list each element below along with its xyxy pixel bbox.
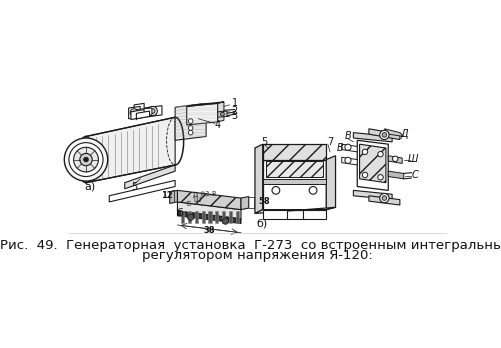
Polygon shape [177, 190, 240, 209]
Circle shape [381, 196, 386, 200]
Polygon shape [86, 117, 175, 183]
Polygon shape [136, 111, 149, 119]
Polygon shape [357, 140, 387, 190]
Text: Д 83.8: Д 83.8 [192, 191, 216, 198]
Polygon shape [262, 209, 287, 219]
Polygon shape [303, 209, 326, 219]
Polygon shape [125, 165, 175, 189]
Polygon shape [368, 196, 399, 205]
Circle shape [381, 133, 386, 137]
Circle shape [188, 130, 192, 135]
Polygon shape [188, 211, 191, 223]
Circle shape [272, 187, 279, 194]
Text: 38: 38 [203, 226, 214, 235]
Text: а): а) [84, 182, 96, 191]
Polygon shape [384, 129, 403, 136]
Polygon shape [235, 211, 238, 223]
Polygon shape [128, 106, 140, 119]
Polygon shape [136, 108, 152, 117]
Polygon shape [208, 211, 211, 223]
Polygon shape [134, 103, 144, 119]
Text: 12: 12 [161, 191, 173, 200]
Text: Рис.  49.  Генераторная  установка  Г-273  со встроенным интегральным: Рис. 49. Генераторная установка Г-273 со… [1, 238, 501, 252]
Circle shape [150, 109, 155, 113]
Circle shape [64, 138, 108, 181]
Polygon shape [217, 111, 226, 117]
Circle shape [69, 143, 103, 176]
Polygon shape [221, 211, 224, 223]
Text: 1: 1 [231, 98, 237, 108]
Polygon shape [177, 202, 240, 219]
Circle shape [187, 214, 193, 220]
Text: В: В [344, 132, 351, 142]
Text: Ш: Ш [192, 196, 200, 203]
Text: 4: 4 [214, 120, 220, 130]
Polygon shape [262, 144, 326, 160]
Polygon shape [341, 144, 357, 152]
Polygon shape [353, 133, 391, 142]
Polygon shape [131, 110, 144, 119]
Circle shape [377, 175, 382, 180]
Circle shape [309, 187, 316, 194]
Polygon shape [240, 197, 248, 209]
Polygon shape [217, 102, 223, 122]
Circle shape [392, 156, 397, 161]
Circle shape [362, 172, 367, 178]
Text: б): б) [256, 219, 267, 229]
Polygon shape [255, 207, 335, 213]
Polygon shape [144, 106, 162, 117]
Circle shape [84, 157, 88, 162]
Text: 58: 58 [259, 197, 270, 206]
Polygon shape [353, 190, 391, 200]
Polygon shape [194, 211, 197, 223]
Polygon shape [368, 129, 399, 140]
Text: Ш: Ш [407, 154, 417, 164]
Circle shape [148, 106, 157, 116]
Polygon shape [359, 144, 385, 183]
Polygon shape [215, 211, 218, 223]
Text: 2: 2 [231, 106, 237, 116]
Polygon shape [265, 161, 323, 176]
Circle shape [188, 119, 192, 124]
Polygon shape [326, 156, 335, 209]
Text: б: б [176, 208, 183, 219]
Polygon shape [177, 211, 240, 223]
Polygon shape [186, 102, 223, 106]
Text: 5: 5 [131, 182, 137, 191]
Circle shape [379, 130, 388, 140]
Polygon shape [262, 179, 326, 184]
Circle shape [132, 111, 135, 114]
Polygon shape [175, 103, 206, 140]
Text: 3: 3 [231, 111, 237, 121]
Circle shape [377, 151, 382, 157]
Polygon shape [186, 103, 217, 125]
Circle shape [74, 147, 98, 172]
Circle shape [222, 218, 228, 224]
Circle shape [344, 157, 350, 164]
Text: В: В [336, 143, 343, 153]
Polygon shape [181, 211, 184, 223]
Polygon shape [341, 157, 357, 165]
Circle shape [362, 149, 367, 155]
Polygon shape [255, 144, 262, 213]
Polygon shape [387, 156, 401, 164]
Text: регулятором напряжения Я-120:: регулятором напряжения Я-120: [142, 249, 372, 262]
Circle shape [188, 126, 192, 130]
Circle shape [379, 193, 388, 203]
Polygon shape [262, 160, 326, 209]
Circle shape [80, 153, 92, 166]
Text: С: С [411, 170, 418, 180]
Polygon shape [169, 190, 177, 204]
Polygon shape [228, 211, 231, 223]
Text: 5: 5 [261, 137, 267, 147]
Text: Б: Б [186, 201, 191, 207]
Text: 7: 7 [326, 137, 333, 147]
Text: Д: Д [399, 129, 407, 139]
Circle shape [130, 109, 138, 117]
Polygon shape [201, 211, 204, 223]
Circle shape [344, 144, 350, 150]
Polygon shape [109, 180, 175, 202]
Polygon shape [387, 171, 403, 179]
Circle shape [220, 112, 224, 116]
